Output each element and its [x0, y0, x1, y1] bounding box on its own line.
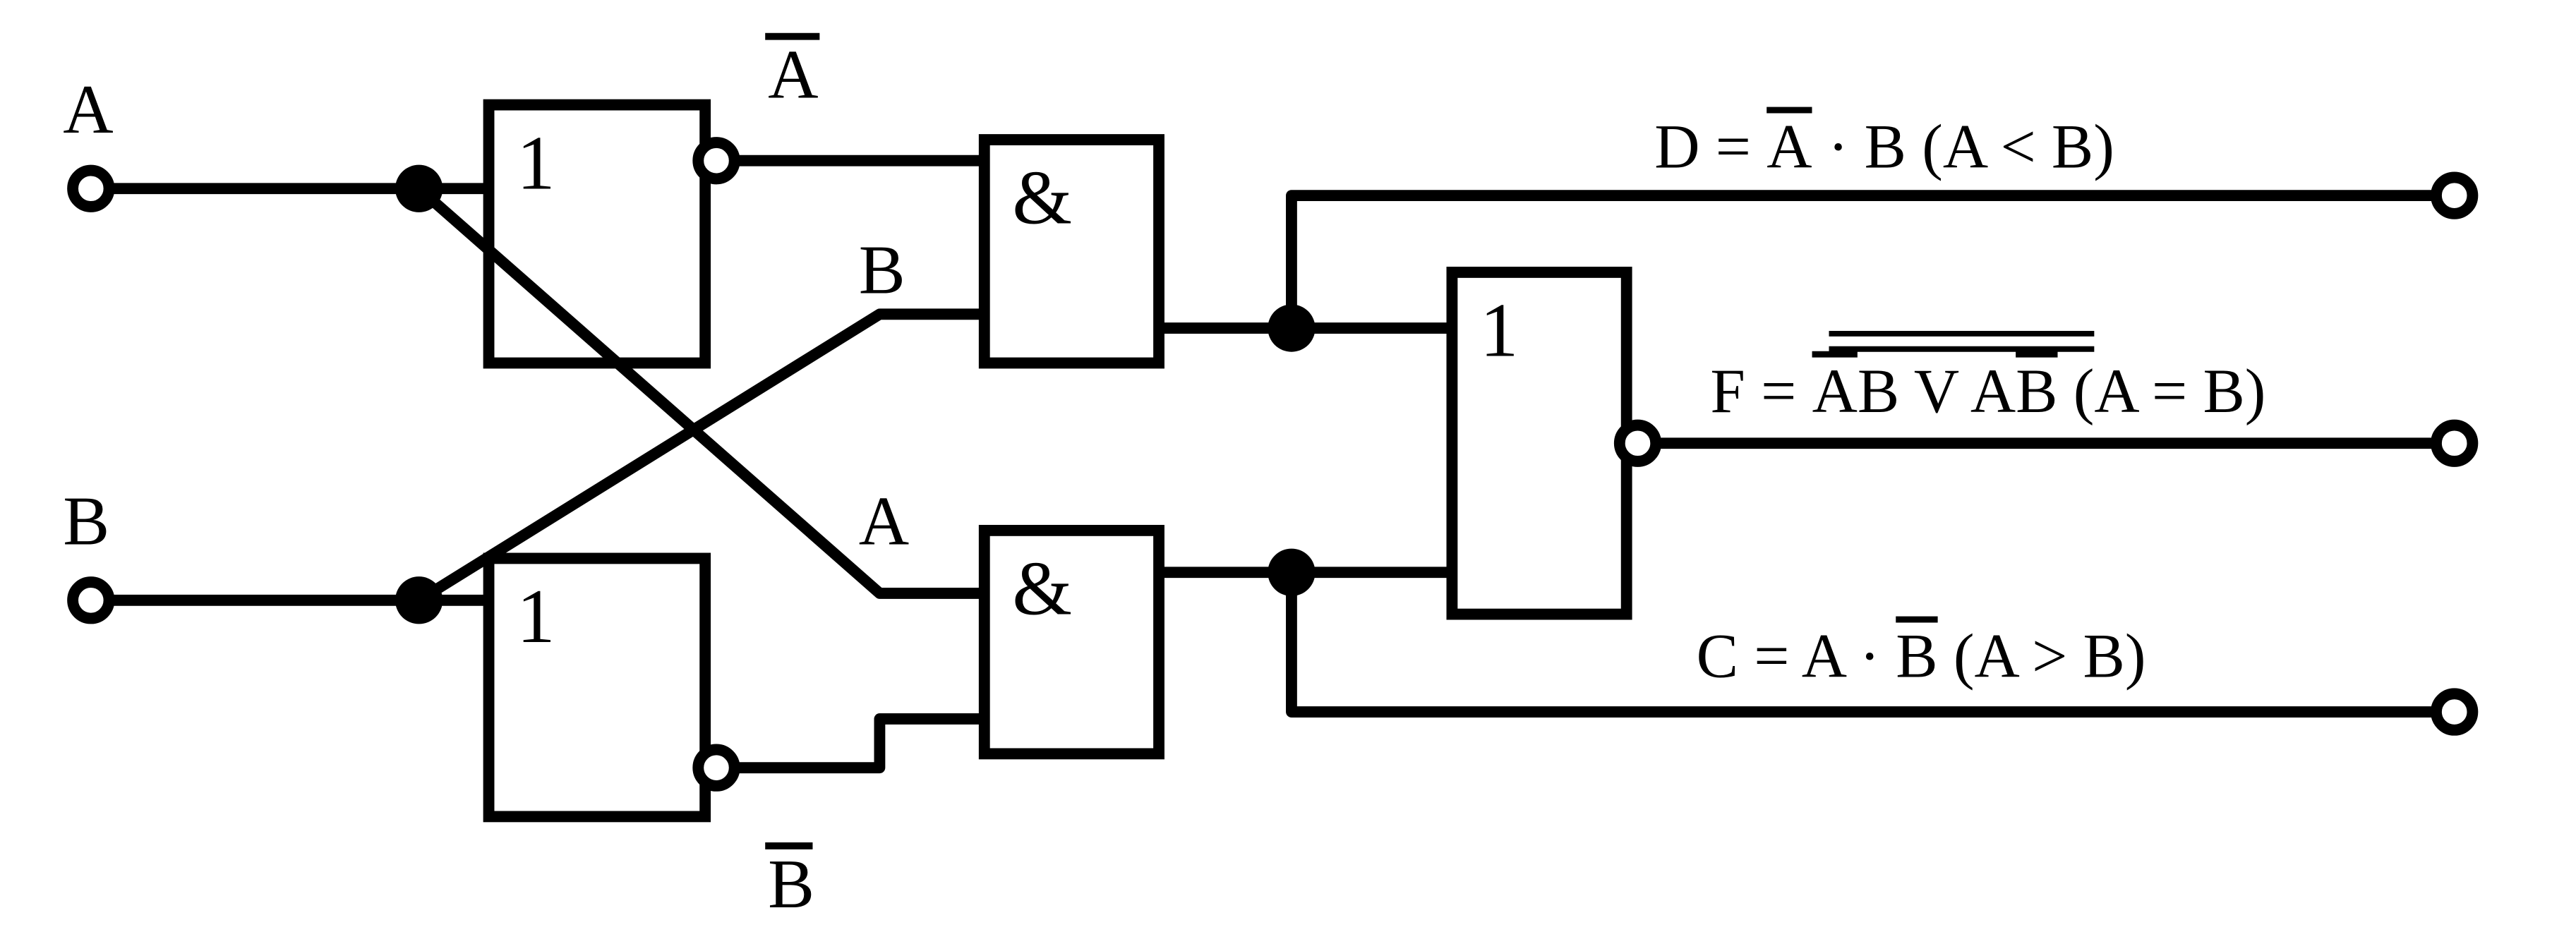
svg-text:&: &	[1012, 546, 1072, 631]
svg-text:1: 1	[1480, 288, 1518, 373]
input-terminal-a	[73, 171, 109, 207]
signal-label-a: A	[859, 483, 909, 560]
signal-label-not-a: A	[768, 37, 818, 114]
output-label-c: C = A · B (A > B)	[1697, 622, 2146, 691]
output-label-f: F = AB V AB (A = B)	[1710, 357, 2265, 426]
logic-circuit-diagram: A B 1 A 1 B & B & A 1 D = A · B (A < B) F = AB V AB …	[14, 14, 2562, 914]
junction-dot	[395, 576, 443, 624]
input-label-b: B	[63, 483, 109, 560]
output-label-d: D = A · B (A < B)	[1654, 113, 2114, 182]
inversion-bubble	[1620, 425, 1656, 461]
inversion-bubble	[698, 749, 734, 785]
input-label-a: A	[63, 71, 113, 148]
junction-dot	[1268, 304, 1315, 351]
output-terminal	[2436, 177, 2472, 213]
svg-text:1: 1	[517, 120, 555, 205]
svg-text:1: 1	[517, 574, 555, 659]
output-terminal	[2436, 694, 2472, 730]
output-terminal	[2436, 425, 2472, 461]
signal-label-not-b: B	[768, 846, 814, 914]
junction-dot	[1268, 549, 1315, 596]
signal-label-b: B	[859, 232, 905, 309]
input-terminal-b	[73, 582, 109, 618]
junction-dot	[395, 165, 443, 212]
inversion-bubble	[698, 143, 734, 178]
svg-text:&: &	[1012, 155, 1072, 241]
